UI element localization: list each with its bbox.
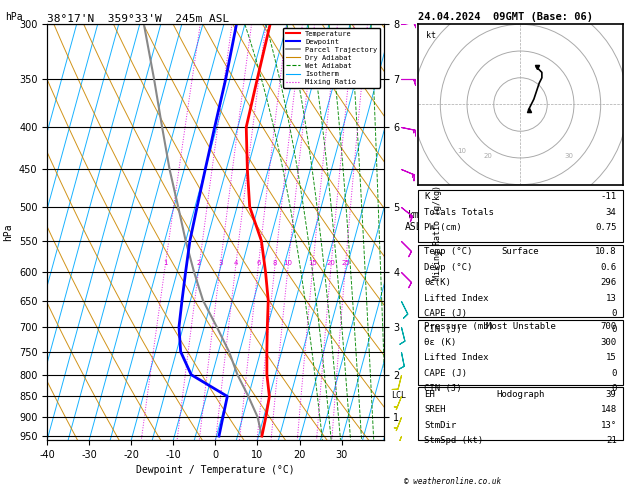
Text: 3: 3 xyxy=(218,260,223,266)
Text: 700: 700 xyxy=(601,322,616,331)
Text: StmSpd (kt): StmSpd (kt) xyxy=(425,436,484,445)
Text: 15: 15 xyxy=(606,353,616,362)
Text: 8: 8 xyxy=(272,260,277,266)
Text: EH: EH xyxy=(425,390,435,399)
Text: Totals Totals: Totals Totals xyxy=(425,208,494,217)
Text: hPa: hPa xyxy=(4,12,23,22)
Y-axis label: km
ASL: km ASL xyxy=(404,210,422,232)
Text: 15: 15 xyxy=(308,260,317,266)
Text: 38°17'N  359°33'W  245m ASL: 38°17'N 359°33'W 245m ASL xyxy=(47,14,230,23)
Text: 0.75: 0.75 xyxy=(595,223,616,232)
Bar xyxy=(418,190,623,242)
Text: © weatheronline.co.uk: © weatheronline.co.uk xyxy=(404,477,501,486)
Text: K: K xyxy=(425,192,430,201)
Text: Pressure (mb): Pressure (mb) xyxy=(425,322,494,331)
Text: 0: 0 xyxy=(611,384,616,393)
Text: CAPE (J): CAPE (J) xyxy=(425,369,467,378)
Text: Lifted Index: Lifted Index xyxy=(425,353,489,362)
Text: 4: 4 xyxy=(233,260,238,266)
Text: 20: 20 xyxy=(484,153,493,159)
Bar xyxy=(418,244,623,317)
Y-axis label: hPa: hPa xyxy=(3,223,13,241)
Text: θε(K): θε(K) xyxy=(425,278,451,287)
Text: Most Unstable: Most Unstable xyxy=(486,322,555,331)
Text: 0.6: 0.6 xyxy=(601,262,616,272)
Text: 39: 39 xyxy=(606,390,616,399)
Text: 10: 10 xyxy=(457,148,466,154)
Text: 296: 296 xyxy=(601,278,616,287)
Text: Lifted Index: Lifted Index xyxy=(425,294,489,303)
Text: 6: 6 xyxy=(256,260,260,266)
Text: Hodograph: Hodograph xyxy=(496,390,545,399)
Text: 13: 13 xyxy=(606,294,616,303)
Text: 148: 148 xyxy=(601,405,616,414)
Text: Mixing Ratio (g/kg): Mixing Ratio (g/kg) xyxy=(433,185,442,279)
Text: Surface: Surface xyxy=(502,247,539,256)
Text: 24.04.2024  09GMT (Base: 06): 24.04.2024 09GMT (Base: 06) xyxy=(418,12,593,22)
Text: 13°: 13° xyxy=(601,421,616,430)
Text: 10.8: 10.8 xyxy=(595,247,616,256)
Text: 0: 0 xyxy=(611,309,616,318)
Legend: Temperature, Dewpoint, Parcel Trajectory, Dry Adiabat, Wet Adiabat, Isotherm, Mi: Temperature, Dewpoint, Parcel Trajectory… xyxy=(283,28,380,88)
Text: 10: 10 xyxy=(284,260,292,266)
Text: Dewp (°C): Dewp (°C) xyxy=(425,262,473,272)
Text: 20: 20 xyxy=(326,260,335,266)
Text: 0: 0 xyxy=(611,325,616,333)
Text: 30: 30 xyxy=(564,153,573,159)
Text: SREH: SREH xyxy=(425,405,446,414)
Text: LCL: LCL xyxy=(391,391,406,400)
Text: 2: 2 xyxy=(197,260,201,266)
Text: StmDir: StmDir xyxy=(425,421,457,430)
Text: 0: 0 xyxy=(611,369,616,378)
Text: CAPE (J): CAPE (J) xyxy=(425,309,467,318)
Text: CIN (J): CIN (J) xyxy=(425,384,462,393)
Text: 34: 34 xyxy=(606,208,616,217)
Text: θε (K): θε (K) xyxy=(425,338,457,347)
Text: 21: 21 xyxy=(606,436,616,445)
Text: 25: 25 xyxy=(341,260,350,266)
Text: 1: 1 xyxy=(163,260,167,266)
Text: -11: -11 xyxy=(601,192,616,201)
Text: CIN (J): CIN (J) xyxy=(425,325,462,333)
Text: PW (cm): PW (cm) xyxy=(425,223,462,232)
Text: Temp (°C): Temp (°C) xyxy=(425,247,473,256)
Text: 300: 300 xyxy=(601,338,616,347)
Bar xyxy=(418,387,623,440)
Text: kt: kt xyxy=(426,31,437,40)
X-axis label: Dewpoint / Temperature (°C): Dewpoint / Temperature (°C) xyxy=(136,465,295,475)
Bar xyxy=(418,320,623,385)
